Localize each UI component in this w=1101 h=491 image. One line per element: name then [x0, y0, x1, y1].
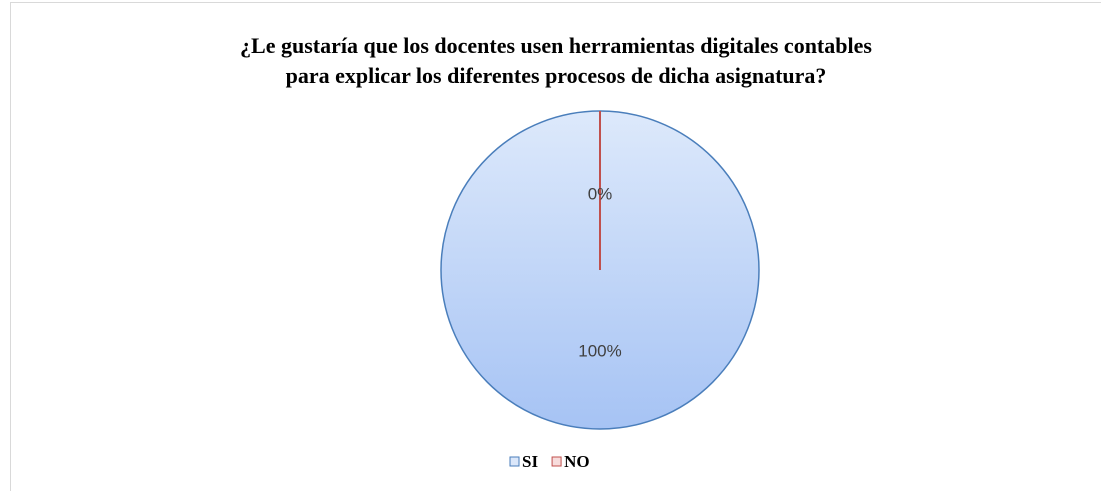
chart-title: para explicar los diferentes procesos de…	[286, 63, 827, 88]
legend-label: NO	[564, 452, 590, 471]
legend-swatch	[509, 456, 520, 467]
data-label: 100%	[578, 341, 621, 360]
data-label: 0%	[588, 184, 613, 203]
chart-title: ¿Le gustaría que los docentes usen herra…	[240, 33, 872, 58]
legend-swatch	[551, 456, 562, 467]
legend-label: SI	[522, 452, 538, 471]
